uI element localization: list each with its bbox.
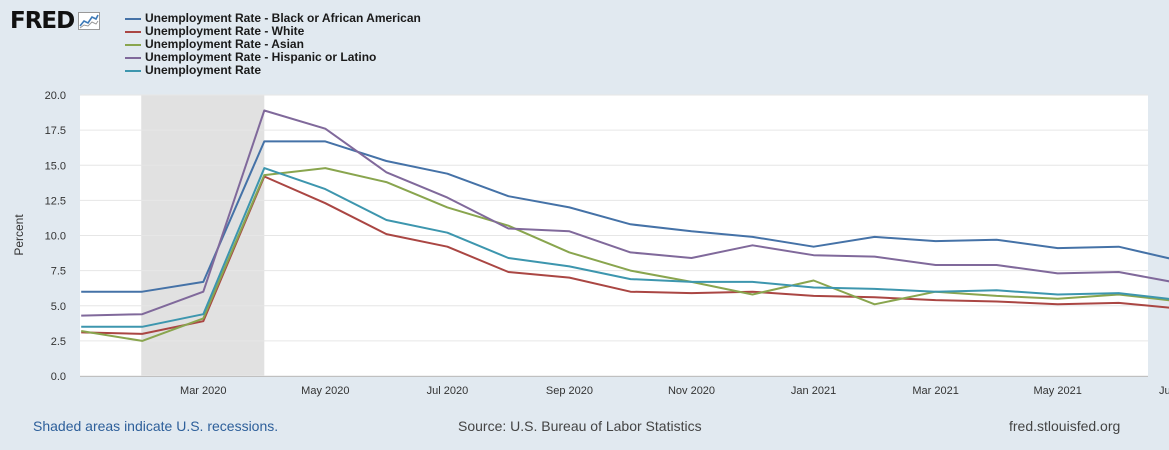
legend-swatch: [125, 56, 141, 59]
legend-swatch: [125, 43, 141, 46]
x-tick-label: Sep 2020: [546, 385, 593, 397]
legend-label: Unemployment Rate - Black or African Ame…: [145, 11, 421, 25]
legend-item[interactable]: Unemployment Rate - Hispanic or Latino: [125, 51, 421, 64]
legend-label: Unemployment Rate - White: [145, 24, 305, 38]
legend-label: Unemployment Rate - Asian: [145, 37, 304, 51]
series-line-1: [81, 140, 1169, 293]
line-chart: Percent 0.0 2.5 5.0 7.5 10.0 12.5 15.0 17.5 20.0…: [12, 90, 1169, 397]
trend-chart-icon: [78, 12, 101, 30]
series-line-4: [81, 109, 1169, 317]
fred-logo[interactable]: FRED: [10, 8, 101, 34]
source-note: Source: U.S. Bureau of Labor Statistics: [458, 418, 702, 434]
legend-swatch: [125, 30, 141, 33]
y-tick-label: 17.5: [45, 125, 66, 137]
x-tick-label: Nov 2020: [668, 385, 715, 397]
y-tick-label: 12.5: [45, 195, 66, 207]
y-tick-label: 20.0: [45, 90, 66, 102]
legend-item[interactable]: Unemployment Rate - Black or African Ame…: [125, 12, 421, 25]
x-tick-label: Jul 2020: [427, 385, 469, 397]
y-tick-label: 0.0: [51, 371, 66, 383]
x-tick-label: May 2020: [301, 385, 349, 397]
y-axis-title: Percent: [12, 214, 26, 256]
x-tick-label: Mar 2021: [912, 385, 958, 397]
legend-item[interactable]: Unemployment Rate - Asian: [125, 38, 421, 51]
y-tick-label: 7.5: [51, 266, 66, 278]
series-line-5: [81, 167, 1169, 328]
legend-label: Unemployment Rate - Hispanic or Latino: [145, 50, 377, 64]
y-tick-label: 2.5: [51, 336, 66, 348]
chart-legend: Unemployment Rate - Black or African Ame…: [125, 12, 421, 77]
x-tick-label: Mar 2020: [180, 385, 226, 397]
fred-logo-text: FRED: [10, 8, 75, 34]
y-tick-label: 10.0: [45, 231, 66, 243]
legend-item[interactable]: Unemployment Rate: [125, 64, 421, 77]
series-line-3: [81, 167, 1169, 342]
legend-swatch: [125, 17, 141, 20]
y-tick-label: 5.0: [51, 301, 66, 313]
legend-swatch: [125, 69, 141, 72]
x-tick-label: Jul 2021: [1159, 385, 1169, 397]
legend-item[interactable]: Unemployment Rate - White: [125, 25, 421, 38]
site-link[interactable]: fred.stlouisfed.org: [1009, 418, 1121, 434]
x-tick-label: May 2021: [1034, 385, 1082, 397]
recession-note: Shaded areas indicate U.S. recessions.: [33, 418, 279, 434]
x-tick-label: Jan 2021: [791, 385, 836, 397]
legend-label: Unemployment Rate: [145, 63, 262, 77]
y-tick-label: 15.0: [45, 160, 66, 172]
